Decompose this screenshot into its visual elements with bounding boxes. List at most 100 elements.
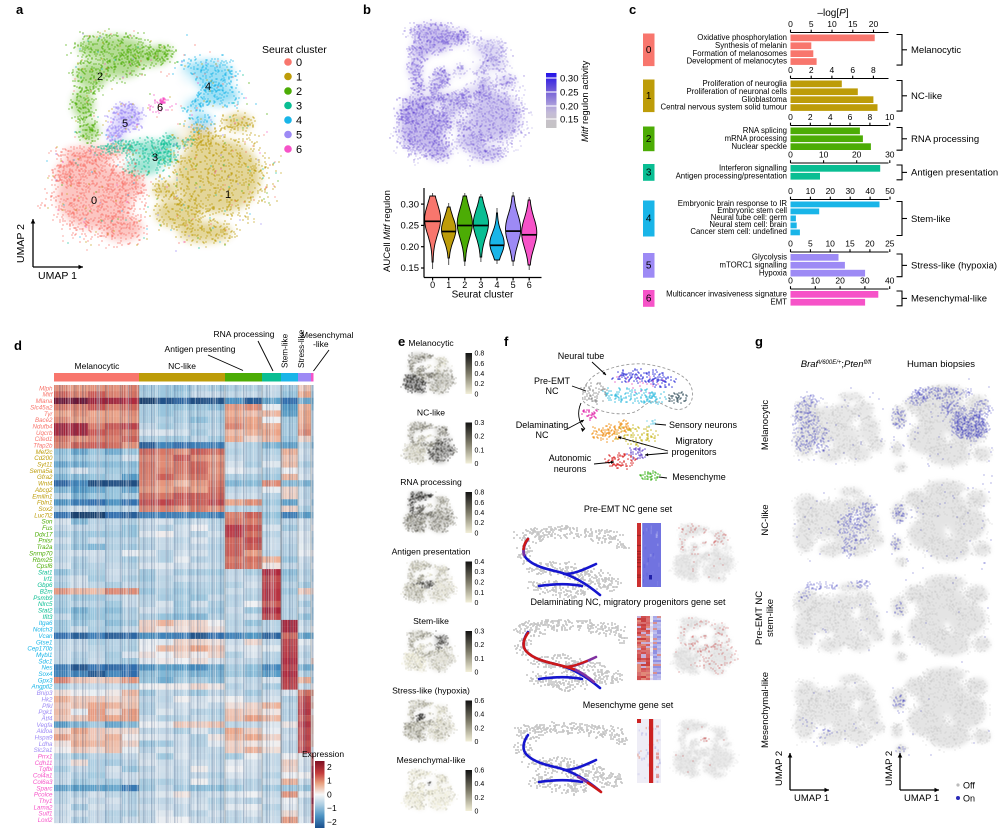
- svg-text:0: 0: [788, 186, 793, 196]
- svg-text:Hspa9: Hspa9: [35, 735, 53, 742]
- svg-text:0.20: 0.20: [401, 242, 420, 253]
- svg-text:Stress-like: Stress-like: [297, 329, 306, 368]
- svg-text:0.2: 0.2: [475, 725, 485, 732]
- svg-text:Nuclear speckle: Nuclear speckle: [732, 142, 787, 151]
- svg-text:Irf1: Irf1: [44, 576, 53, 583]
- svg-text:Pre-EMT NC gene set: Pre-EMT NC gene set: [584, 504, 673, 514]
- svg-text:Gtse1: Gtse1: [36, 639, 53, 646]
- svg-text:2: 2: [327, 762, 332, 772]
- svg-text:0: 0: [788, 112, 793, 122]
- svg-text:Tra2a: Tra2a: [37, 544, 53, 551]
- svg-text:Sulf1: Sulf1: [38, 811, 52, 818]
- svg-text:Interferon signalling: Interferon signalling: [719, 164, 787, 173]
- svg-text:neurons: neurons: [554, 464, 587, 474]
- svg-text:40: 40: [885, 276, 895, 286]
- svg-text:0.4: 0.4: [475, 510, 485, 517]
- svg-text:d: d: [14, 338, 22, 353]
- svg-text:Atf4: Atf4: [40, 716, 53, 723]
- svg-text:25: 25: [885, 239, 895, 249]
- svg-text:-like: -like: [313, 339, 329, 349]
- svg-text:Sox4: Sox4: [38, 671, 53, 678]
- svg-text:f: f: [504, 334, 509, 349]
- svg-text:20: 20: [869, 19, 879, 29]
- svg-text:0: 0: [430, 280, 435, 290]
- svg-text:On: On: [963, 794, 975, 804]
- svg-text:1: 1: [446, 280, 451, 290]
- svg-text:Rbm25: Rbm25: [33, 557, 54, 564]
- svg-text:0: 0: [475, 739, 479, 746]
- svg-text:2: 2: [296, 86, 302, 98]
- svg-text:Glycolysis: Glycolysis: [752, 253, 787, 262]
- svg-text:Neural tube: Neural tube: [558, 351, 605, 361]
- svg-text:6: 6: [850, 65, 855, 75]
- svg-text:0.2: 0.2: [475, 520, 485, 527]
- svg-text:Emilin1: Emilin1: [32, 493, 52, 500]
- svg-text:20: 20: [835, 276, 845, 286]
- svg-text:stem-like: stem-like: [765, 599, 776, 637]
- svg-text:Slc2a1: Slc2a1: [34, 747, 53, 754]
- svg-text:Off: Off: [963, 781, 975, 791]
- svg-text:0.1: 0.1: [475, 447, 485, 454]
- svg-text:0.6: 0.6: [475, 500, 485, 507]
- svg-text:Mlana: Mlana: [36, 398, 53, 405]
- svg-text:20: 20: [865, 239, 875, 249]
- svg-text:Delaminating: Delaminating: [516, 420, 569, 430]
- svg-text:0.4: 0.4: [475, 781, 485, 788]
- svg-text:20: 20: [852, 150, 862, 160]
- svg-text:20: 20: [826, 186, 836, 196]
- svg-text:0: 0: [475, 531, 479, 538]
- svg-text:Ldha: Ldha: [39, 741, 53, 748]
- svg-text:Psmb9: Psmb9: [33, 595, 53, 602]
- svg-text:Cep170b: Cep170b: [27, 646, 53, 653]
- svg-text:0: 0: [788, 19, 793, 29]
- svg-text:5: 5: [296, 129, 302, 141]
- svg-text:NC: NC: [536, 430, 549, 440]
- svg-text:0.25: 0.25: [560, 88, 579, 99]
- svg-text:Col4a1: Col4a1: [33, 773, 53, 780]
- svg-text:0.25: 0.25: [401, 221, 420, 232]
- svg-text:30: 30: [845, 186, 855, 196]
- svg-text:a: a: [16, 2, 24, 17]
- svg-text:0.2: 0.2: [475, 580, 485, 587]
- svg-text:4: 4: [646, 214, 652, 225]
- svg-text:Synthesis of melanin: Synthesis of melanin: [715, 41, 787, 50]
- svg-text:Hk2: Hk2: [41, 696, 53, 703]
- svg-text:0: 0: [475, 670, 479, 677]
- svg-text:Human biopsies: Human biopsies: [907, 359, 975, 370]
- svg-text:2: 2: [97, 71, 103, 83]
- svg-text:Cancer stem cell: undefined: Cancer stem cell: undefined: [690, 227, 787, 236]
- svg-text:Mef2c: Mef2c: [36, 449, 54, 456]
- svg-text:Antigen processing/presentatio: Antigen processing/presentation: [676, 171, 787, 180]
- svg-text:6: 6: [646, 293, 652, 304]
- svg-text:Wnt4: Wnt4: [38, 481, 53, 488]
- svg-text:Melanocytic: Melanocytic: [911, 45, 961, 56]
- svg-text:Seurat cluster: Seurat cluster: [262, 44, 327, 56]
- svg-text:Mybl1: Mybl1: [36, 652, 53, 659]
- svg-text:Stem-like: Stem-like: [413, 616, 449, 626]
- svg-text:AUCell Mitf regulon: AUCell Mitf regulon: [382, 190, 393, 272]
- svg-text:Stem-like: Stem-like: [911, 214, 951, 225]
- svg-text:Col6a3: Col6a3: [33, 779, 53, 786]
- svg-text:0.3: 0.3: [475, 569, 485, 576]
- svg-text:2: 2: [462, 280, 467, 290]
- svg-text:Ndufb4: Ndufb4: [33, 424, 54, 431]
- svg-text:0.4: 0.4: [475, 712, 485, 719]
- svg-text:4: 4: [296, 115, 302, 127]
- svg-text:8: 8: [868, 112, 873, 122]
- svg-text:0: 0: [788, 276, 793, 286]
- svg-text:0.8: 0.8: [475, 490, 485, 497]
- svg-text:0: 0: [91, 195, 97, 207]
- svg-text:Luc7l2: Luc7l2: [34, 512, 53, 519]
- svg-text:RNA processing: RNA processing: [214, 329, 275, 339]
- svg-text:Mesenchymal: Mesenchymal: [301, 330, 354, 340]
- svg-text:RNA processing: RNA processing: [911, 134, 979, 145]
- svg-text:Pre-EMT: Pre-EMT: [534, 376, 571, 386]
- svg-text:Ifit3: Ifit3: [43, 614, 54, 621]
- svg-text:Antigen presenting: Antigen presenting: [165, 344, 236, 354]
- svg-text:5: 5: [809, 19, 814, 29]
- svg-text:Mitf regulon activity: Mitf regulon activity: [580, 60, 591, 142]
- svg-text:Son: Son: [41, 519, 53, 526]
- svg-text:NC: NC: [546, 386, 559, 396]
- svg-text:0: 0: [475, 461, 479, 468]
- svg-text:1: 1: [296, 71, 302, 83]
